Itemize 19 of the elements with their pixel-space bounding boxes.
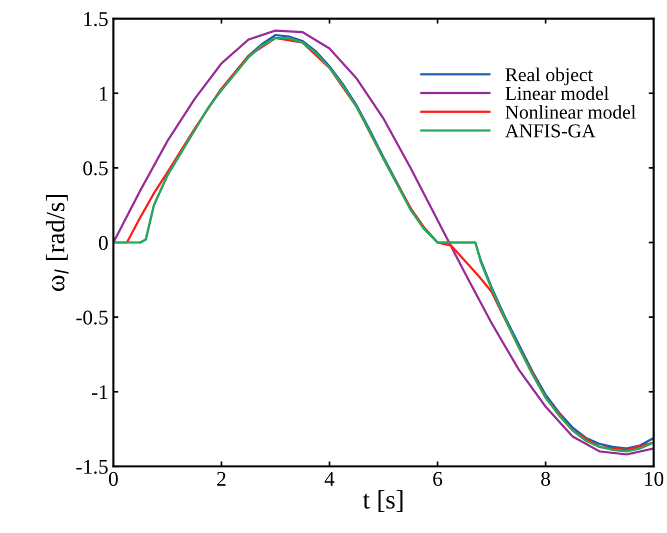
legend-label: Nonlinear model (506, 105, 636, 119)
legend-label: Linear model (506, 86, 609, 100)
x-axis-title: t [s] (362, 490, 402, 512)
x-tick-label: 6 (433, 472, 442, 486)
legend-label: ANFIS-GA (505, 124, 596, 138)
y-tick-label: 0 (98, 236, 108, 250)
x-tick-label: 8 (541, 472, 550, 486)
y-axis-title: ω$_{l}$ [rad/s] (46, 195, 69, 291)
y-tick-label: -1.5 (76, 460, 108, 474)
y-tick-label: 1 (100, 86, 108, 101)
x-tick-label: 2 (217, 472, 226, 486)
y-tick-label: -1 (92, 385, 108, 399)
x-tick-label: 4 (324, 472, 334, 486)
y-tick-label: 0.5 (83, 161, 108, 176)
y-tick-label: -0.5 (76, 310, 108, 325)
y-tick-label: 1.5 (84, 12, 108, 26)
x-tick-label: 0 (108, 472, 118, 486)
x-tick-label: 10 (645, 472, 664, 486)
legend-label: Real object (506, 68, 593, 86)
